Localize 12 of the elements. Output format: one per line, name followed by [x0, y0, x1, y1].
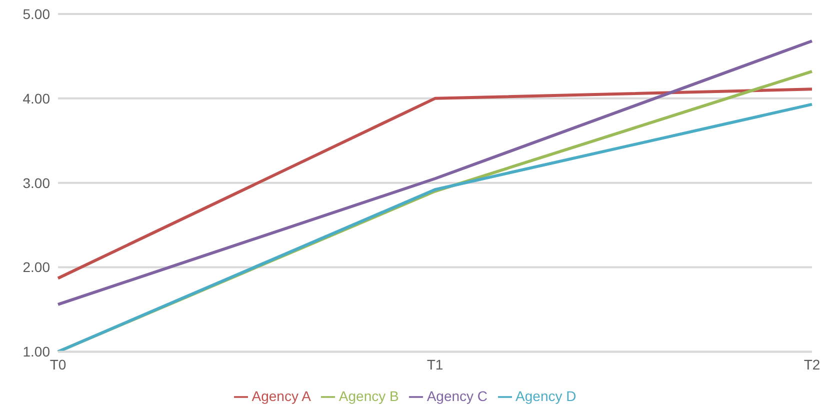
y-tick-label: 1.00 — [22, 344, 50, 360]
y-tick-label: 2.00 — [22, 259, 50, 276]
legend-label: Agency C — [426, 388, 488, 404]
legend-label: Agency A — [252, 388, 311, 404]
y-tick-label: 4.00 — [22, 90, 50, 106]
legend-label: Agency D — [516, 388, 576, 404]
y-tick-label: 3.00 — [22, 174, 50, 191]
legend-label: Agency B — [338, 388, 399, 404]
x-tick-label: T0 — [50, 356, 66, 373]
y-tick-label: 5.00 — [22, 6, 50, 22]
x-tick-label: T2 — [804, 356, 820, 373]
x-tick-label: T1 — [426, 356, 444, 373]
